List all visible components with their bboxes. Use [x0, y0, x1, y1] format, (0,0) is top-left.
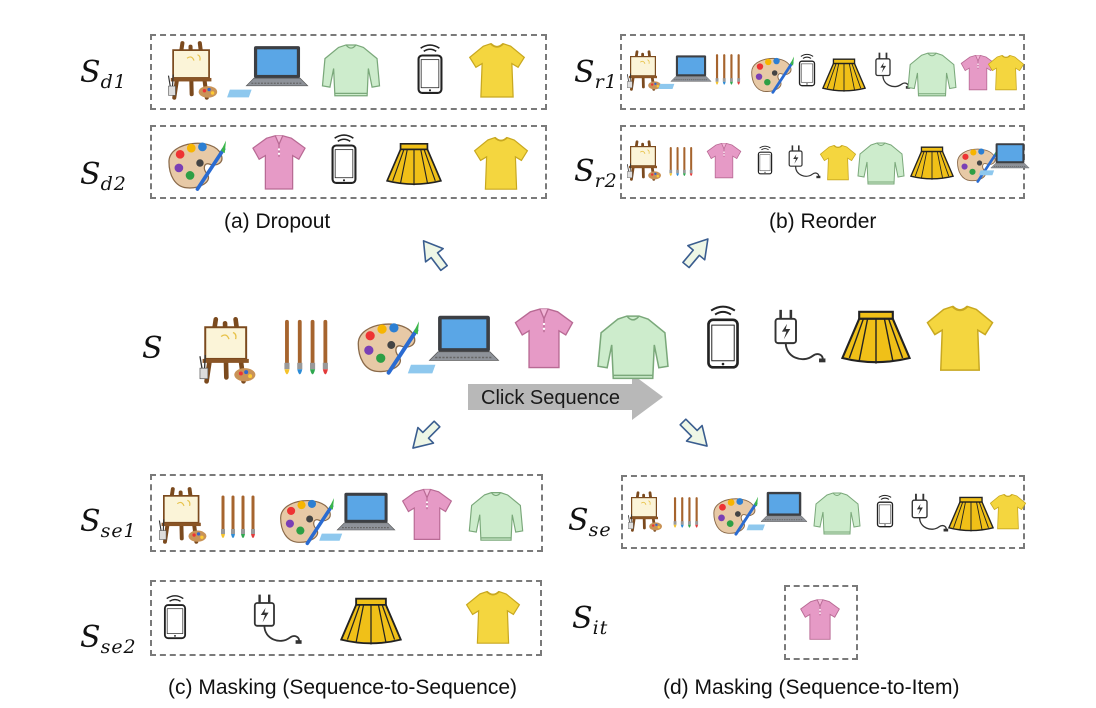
yellow-tshirt-icon	[819, 144, 857, 181]
yellow-tshirt-icon	[926, 305, 994, 372]
laptop-icon	[657, 54, 712, 90]
yellow-tshirt-icon	[989, 493, 1027, 530]
yellow-skirt-icon	[822, 58, 866, 93]
easel-icon	[626, 50, 663, 91]
phone-icon	[417, 44, 443, 94]
green-sweater-icon	[857, 142, 905, 185]
dropout-box-2	[150, 125, 547, 199]
label-s-d2: Sd2	[80, 157, 127, 195]
charger-icon	[788, 144, 822, 179]
dropout-box-1	[150, 34, 547, 110]
green-sweater-icon	[907, 52, 957, 97]
palette-icon	[712, 495, 760, 536]
yellow-tshirt-icon	[987, 54, 1025, 91]
caption-masking-seq2seq: (c) Masking (Sequence-to-Sequence)	[168, 676, 518, 699]
yellow-skirt-icon	[841, 310, 911, 365]
brushes-icon	[282, 319, 330, 377]
pink-shirt-icon	[252, 135, 306, 190]
click-sequence-label: Click Sequence	[481, 387, 620, 409]
masking-item-seq-box	[621, 475, 1025, 549]
phone-icon	[331, 134, 357, 184]
yellow-skirt-icon	[910, 146, 954, 181]
arrow-to-masking-seq	[404, 415, 446, 457]
green-sweater-icon	[597, 315, 669, 380]
charger-icon	[253, 593, 303, 645]
label-s-r1: Sr1	[574, 55, 618, 93]
brushes-icon	[714, 54, 742, 86]
yellow-tshirt-icon	[465, 590, 521, 645]
label-s: S	[142, 331, 163, 366]
laptop-icon	[318, 492, 396, 542]
masking-seq-box-1	[150, 474, 543, 552]
green-sweater-icon	[321, 44, 381, 97]
label-s-se: Sse	[568, 503, 612, 541]
easel-icon	[165, 40, 223, 102]
label-s-se1: Sse1	[80, 504, 137, 542]
green-sweater-icon	[813, 492, 861, 535]
pink-shirt-icon	[514, 308, 574, 369]
phone-icon	[707, 305, 739, 369]
easel-icon	[157, 487, 209, 544]
masking-seq-box-2	[150, 580, 542, 656]
laptop-icon	[746, 491, 808, 531]
phone-icon	[757, 145, 773, 175]
yellow-skirt-icon	[386, 142, 442, 187]
label-s-it: Sit	[572, 601, 609, 639]
easel-icon	[196, 318, 262, 384]
arrow-to-dropout	[413, 233, 454, 276]
click-sequence-arrow	[468, 374, 663, 420]
palette-icon	[167, 138, 228, 191]
pink-shirt-icon	[706, 142, 742, 179]
green-sweater-icon	[468, 492, 524, 541]
masking-item-target-box	[784, 585, 858, 660]
caption-dropout: (a) Dropout	[224, 210, 331, 233]
laptop-icon	[407, 315, 500, 375]
palette-icon	[750, 55, 796, 94]
reorder-box-1	[620, 34, 1025, 110]
pink-shirt-icon	[800, 599, 840, 640]
label-s-se2: Sse2	[80, 620, 137, 658]
pink-shirt-icon	[402, 488, 452, 540]
caption-reorder: (b) Reorder	[769, 210, 877, 233]
yellow-tshirt-icon	[468, 42, 526, 98]
brushes-icon	[219, 495, 257, 540]
easel-icon	[626, 140, 663, 181]
arrow-to-masking-item	[674, 413, 716, 455]
charger-icon	[774, 308, 827, 364]
laptop-icon	[978, 142, 1030, 176]
phone-icon	[163, 594, 187, 640]
caption-masking-seq2item: (d) Masking (Sequence-to-Item)	[663, 676, 960, 699]
laptop-icon	[226, 45, 309, 98]
yellow-skirt-icon	[340, 597, 402, 646]
phone-icon	[798, 53, 816, 87]
charger-icon	[911, 492, 950, 533]
phone-icon	[876, 494, 894, 528]
label-s-d1: Sd1	[80, 55, 127, 93]
brushes-icon	[672, 497, 700, 529]
arrow-to-reorder	[676, 231, 718, 273]
easel-icon	[627, 491, 664, 532]
yellow-tshirt-icon	[473, 136, 529, 191]
label-s-r2: Sr2	[574, 154, 618, 192]
brushes-icon	[668, 147, 694, 177]
